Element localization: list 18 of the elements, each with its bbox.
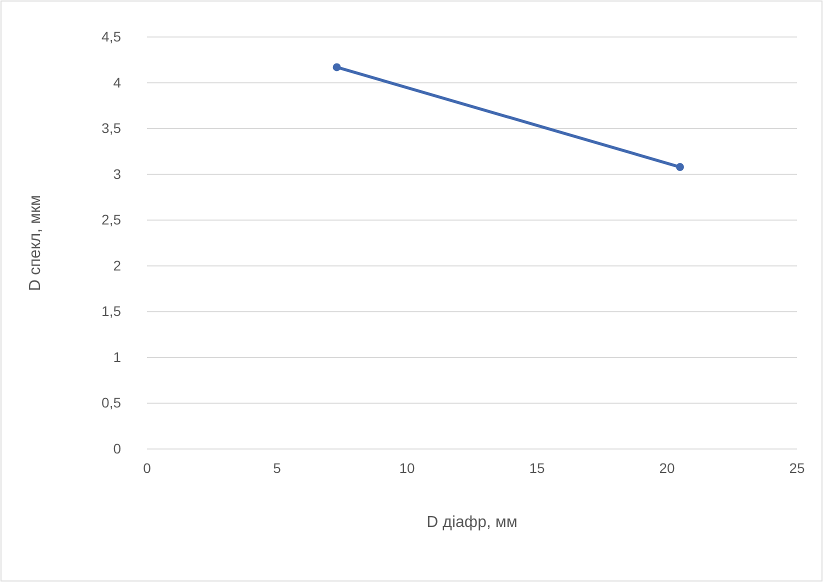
y-tick-label: 2,5	[102, 212, 122, 228]
x-tick-label: 15	[529, 460, 545, 476]
x-tick-label: 20	[659, 460, 675, 476]
x-tick-label: 10	[399, 460, 415, 476]
x-tick-label: 5	[273, 460, 282, 476]
x-tick-label: 0	[143, 460, 152, 476]
y-tick-label: 0	[113, 440, 122, 456]
y-tick-label: 3	[113, 166, 122, 182]
y-tick-label: 1,5	[102, 303, 122, 320]
x-axis-title: D діафр, мм	[426, 514, 518, 531]
y-axis-title: D спекл, мкм	[27, 195, 44, 291]
y-tick-label: 4	[113, 74, 122, 90]
x-tick-label: 25	[789, 460, 805, 476]
y-tick-label: 1	[113, 348, 122, 365]
y-tick-label: 2	[113, 257, 122, 274]
y-tick-label: 4,5	[102, 28, 122, 44]
y-tick-label: 3,5	[102, 120, 122, 136]
y-tick-label: 0,5	[102, 394, 122, 411]
